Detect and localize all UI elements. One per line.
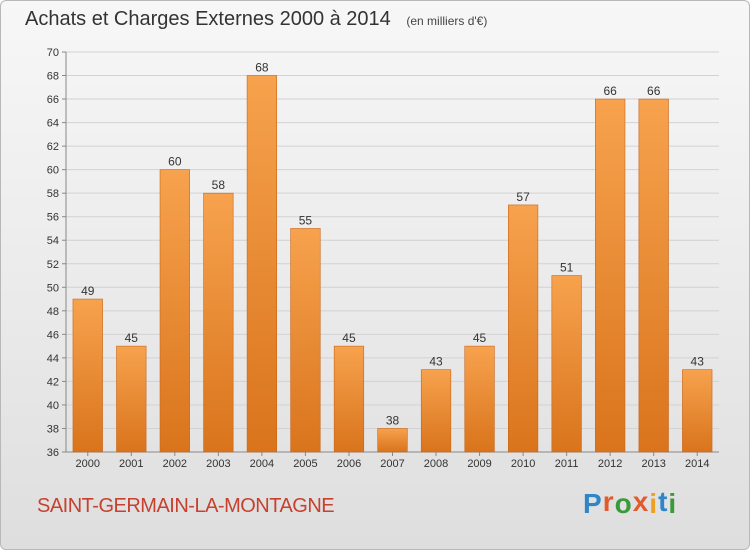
x-tick-label: 2011 <box>555 458 579 470</box>
y-tick-label: 36 <box>47 447 59 459</box>
y-tick-label: 60 <box>47 165 59 177</box>
x-tick-label: 2010 <box>511 458 535 470</box>
bar <box>378 428 408 452</box>
x-tick-label: 2001 <box>119 458 143 470</box>
x-tick-label: 2000 <box>76 458 100 470</box>
logo-letter: o <box>615 488 633 520</box>
bar-value-label: 51 <box>560 261 574 275</box>
bar-value-label: 57 <box>516 190 530 204</box>
y-tick-label: 54 <box>47 235 59 247</box>
bar-value-label: 66 <box>603 84 617 98</box>
y-tick-label: 68 <box>47 71 59 83</box>
bar <box>682 370 712 452</box>
x-tick-label: 2002 <box>163 458 187 470</box>
y-tick-label: 70 <box>47 47 59 59</box>
bar <box>204 193 234 452</box>
bar-value-label: 66 <box>647 84 661 98</box>
bar <box>247 76 277 452</box>
bar <box>291 228 321 452</box>
x-tick-label: 2014 <box>685 458 709 470</box>
bar-value-label: 43 <box>691 355 705 369</box>
y-tick-label: 46 <box>47 329 59 341</box>
x-tick-label: 2012 <box>598 458 622 470</box>
x-tick-label: 2005 <box>293 458 317 470</box>
bar <box>465 346 495 452</box>
logo-letter: r <box>603 486 615 518</box>
logo-letter: i <box>649 488 658 520</box>
y-tick-label: 58 <box>47 188 59 200</box>
bar <box>639 99 669 452</box>
logo-letter: P <box>583 488 603 520</box>
location-name: SAINT-GERMAIN-LA-MONTAGNE <box>37 495 334 518</box>
x-tick-label: 2007 <box>380 458 404 470</box>
y-tick-label: 62 <box>47 141 59 153</box>
bar <box>334 346 364 452</box>
bar <box>552 276 582 452</box>
chart-frame: Achats et Charges Externes 2000 à 2014 (… <box>0 0 750 550</box>
x-tick-label: 2009 <box>467 458 491 470</box>
bar <box>508 205 538 452</box>
logo-letter: i <box>668 488 677 520</box>
bar <box>421 370 451 452</box>
y-tick-label: 66 <box>47 94 59 106</box>
proxiti-logo[interactable]: Proxiti <box>583 488 677 520</box>
bar-value-label: 45 <box>125 331 139 345</box>
x-tick-label: 2013 <box>641 458 665 470</box>
bar <box>73 299 103 452</box>
bar-value-label: 49 <box>81 284 95 298</box>
y-tick-label: 38 <box>47 423 59 435</box>
y-tick-label: 56 <box>47 212 59 224</box>
bar <box>160 170 190 452</box>
x-tick-label: 2003 <box>206 458 230 470</box>
x-tick-label: 2004 <box>250 458 274 470</box>
bar-chart: 36 38 40 42 44 46 48 50 52 54 56 58 60 62 64 66 68 70 49 20… <box>1 1 750 550</box>
x-tick-label: 2008 <box>424 458 448 470</box>
bar <box>116 346 146 452</box>
bar <box>595 99 625 452</box>
logo-letter: x <box>633 486 650 518</box>
y-tick-label: 52 <box>47 259 59 271</box>
bar-value-label: 68 <box>255 61 269 75</box>
bar-value-label: 38 <box>386 413 400 427</box>
x-tick-label: 2006 <box>337 458 361 470</box>
y-tick-label: 44 <box>47 353 59 365</box>
bar-value-label: 58 <box>212 178 226 192</box>
y-tick-label: 50 <box>47 282 59 294</box>
bar-value-label: 55 <box>299 213 313 227</box>
bar-value-label: 45 <box>473 331 487 345</box>
bar-value-label: 45 <box>342 331 356 345</box>
bar-value-label: 43 <box>429 355 443 369</box>
y-tick-label: 48 <box>47 306 59 318</box>
logo-letter: t <box>658 486 668 518</box>
y-tick-label: 64 <box>47 118 59 130</box>
y-tick-label: 42 <box>47 376 59 388</box>
y-tick-label: 40 <box>47 400 59 412</box>
bar-value-label: 60 <box>168 155 182 169</box>
